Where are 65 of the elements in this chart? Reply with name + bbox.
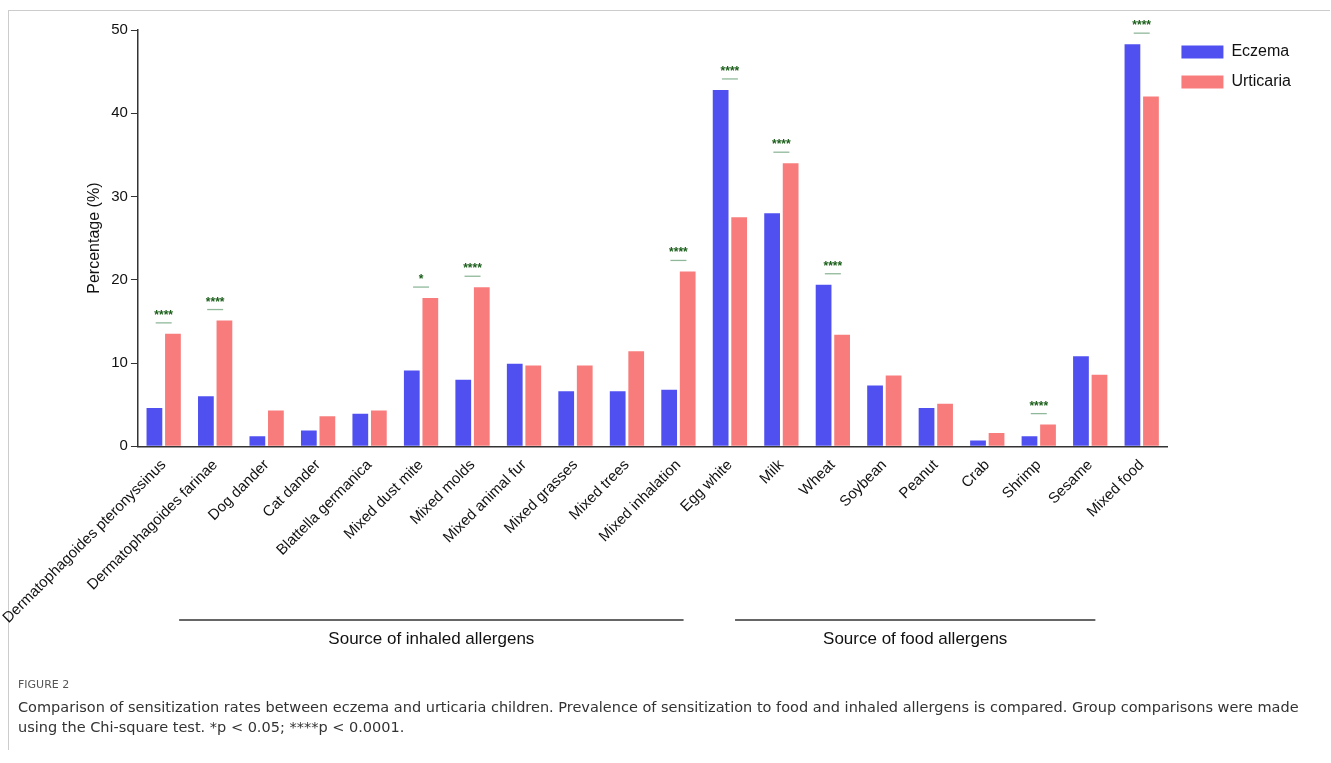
bar: [198, 396, 214, 446]
annotation: ****: [154, 307, 174, 322]
y-tick-label: 30: [111, 186, 128, 204]
x-tick-label: Crab: [957, 455, 993, 491]
bar: [1143, 96, 1159, 446]
bar: [319, 416, 336, 446]
bar: [988, 432, 1005, 446]
bar: [525, 365, 542, 446]
source-note: Source of food allergens: [823, 629, 1008, 649]
bar: [268, 410, 284, 446]
legend-label: Urticaria: [1231, 72, 1292, 90]
bar: [782, 163, 799, 446]
bar: [165, 333, 181, 446]
bar: [1040, 424, 1056, 446]
bar: [867, 385, 883, 446]
annotation: ****: [1029, 398, 1049, 413]
annotation: *: [418, 272, 424, 287]
bar: [970, 440, 986, 446]
text: Comparison of sensitization rates between eczema and urticaria children. Prevalence of sensitization to food and inhaled allergens is compared. Group comparisons were made using the Chi-square test. *p < 0.05; ****p < 0.0001.: [18, 698, 1300, 737]
bar: [403, 370, 420, 446]
bar: [628, 351, 645, 446]
bar: [937, 403, 953, 446]
bar: [146, 407, 163, 446]
bar: [576, 365, 593, 446]
y-tick-label: 20: [111, 269, 128, 287]
annotation: ****: [669, 245, 689, 260]
bar: [764, 213, 780, 446]
annotation: ****: [772, 137, 792, 152]
bar: [731, 217, 748, 446]
bar: [506, 363, 523, 446]
legend-label: Eczema: [1231, 42, 1290, 60]
bar: [885, 375, 902, 446]
annotation: ****: [205, 294, 225, 309]
bar: [712, 89, 729, 446]
bar: [370, 410, 387, 446]
bar: [1091, 374, 1108, 446]
bar: [679, 271, 696, 446]
bar: [918, 407, 935, 446]
bar: [473, 287, 490, 446]
bar: [834, 334, 850, 446]
bar: [249, 436, 266, 446]
y-tick-label: 50: [111, 20, 128, 38]
bar: [455, 379, 472, 446]
source-note: Source of inhaled allergens: [328, 629, 535, 649]
y-tick-label: 10: [111, 353, 128, 371]
annotation: ****: [823, 258, 843, 273]
bar: [422, 298, 439, 446]
annotation: ****: [1132, 18, 1152, 33]
bar: [352, 413, 369, 446]
annotation: ****: [720, 63, 740, 78]
y-tick-label: 0: [119, 436, 128, 454]
bar: [1021, 436, 1038, 446]
x-tick-label: Milk: [755, 455, 787, 487]
bar: [661, 389, 678, 446]
text: FIGURE 2: [18, 678, 71, 691]
bar: [558, 391, 575, 446]
annotation: ****: [463, 261, 483, 276]
bar: [1073, 356, 1089, 446]
bar: [1124, 44, 1141, 446]
y-tick-label: 40: [111, 103, 128, 121]
bar: [815, 284, 832, 446]
bar: [300, 430, 317, 446]
y-axis-title: Percentage (%): [85, 182, 103, 294]
bar: [216, 320, 233, 446]
bar: [609, 391, 626, 446]
